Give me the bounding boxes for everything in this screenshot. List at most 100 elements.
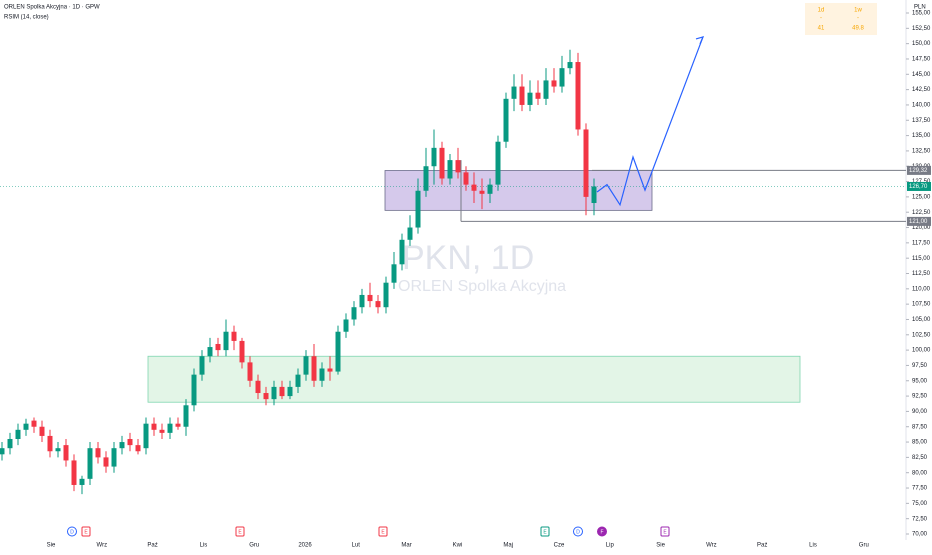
candle-body	[199, 356, 205, 375]
candle-body	[39, 426, 45, 436]
y-tick-label: 150,00	[912, 41, 931, 47]
candle-body	[0, 448, 5, 455]
price-label-bg	[907, 216, 931, 226]
last-price-label: 126,70	[909, 184, 928, 190]
y-tick-label: 145,00	[912, 72, 931, 78]
y-tick-label: 72,50	[912, 516, 928, 522]
candle-body	[399, 239, 405, 265]
candle-body	[559, 68, 565, 87]
y-tick-label: 122,50	[912, 210, 931, 216]
event-marker	[81, 526, 91, 537]
x-tick-label: Lis	[809, 543, 817, 549]
x-tick-label: Kwi	[453, 543, 463, 549]
event-label: D	[70, 529, 74, 535]
candle-body	[327, 368, 333, 372]
candle-body	[367, 294, 373, 302]
candle-body	[239, 340, 245, 363]
candle-body	[31, 420, 37, 427]
candle-body	[15, 429, 21, 439]
y-tick-label: 120,00	[912, 225, 931, 231]
candle-body	[551, 80, 557, 87]
candle-body	[343, 319, 349, 332]
y-tick-label: 125,00	[912, 194, 931, 200]
candle-body	[183, 405, 189, 427]
projection	[596, 36, 704, 207]
y-tick-label: 92,50	[912, 394, 928, 400]
zone	[147, 355, 801, 403]
candle-body	[575, 62, 581, 130]
y-tick-label: 147,50	[912, 57, 931, 63]
candle-body	[431, 147, 437, 167]
chart-title: ORLEN Spolka Akcyjna · 1D · GPW	[4, 5, 100, 11]
arrow-head	[695, 35, 705, 45]
x-tick-label: Wrz	[97, 543, 108, 549]
rating-mark: -	[857, 16, 859, 22]
candle-body	[191, 374, 197, 406]
candle-body	[71, 460, 77, 485]
event-label: E	[84, 529, 88, 535]
price-label: 121,00	[909, 219, 928, 225]
y-tick-label: 112,50	[912, 271, 931, 277]
candle-body	[247, 362, 253, 381]
candle-body	[407, 227, 413, 240]
watermark-sub: ORLEN Spolka Akcyjna	[398, 278, 566, 295]
candle-body	[383, 282, 389, 308]
x-tick-label: Paź	[147, 543, 157, 549]
candle-body	[215, 343, 221, 351]
y-tick-label: 115,00	[912, 256, 931, 262]
y-tick-label: 97,50	[912, 363, 928, 369]
currency: PLN	[914, 5, 926, 11]
x-tick-label: Sie	[47, 543, 56, 549]
candle-body	[103, 457, 109, 467]
y-tick-label: 95,00	[912, 378, 928, 384]
candle-body	[111, 448, 117, 467]
candle-body	[391, 264, 397, 283]
candle-body	[335, 331, 341, 372]
y-tick-label: 140,00	[912, 103, 931, 109]
candle-body	[255, 380, 261, 394]
candle-body	[567, 62, 573, 69]
x-tick-label: Lip	[606, 543, 615, 549]
y-tick-label: 82,50	[912, 455, 928, 461]
candle-body	[119, 442, 125, 449]
candle-body	[511, 86, 517, 99]
candle-body	[263, 393, 269, 400]
y-tick-label: 77,50	[912, 486, 928, 492]
y-tick-label: 135,00	[912, 133, 931, 139]
candle-body	[591, 186, 597, 204]
y-tick-label: 132,50	[912, 148, 931, 154]
candle-body	[63, 445, 69, 461]
y-tick-label: 107,50	[912, 302, 931, 308]
event-label: D	[576, 529, 580, 535]
candle-body	[207, 347, 213, 357]
candle-body	[535, 92, 541, 99]
candle-body	[487, 184, 493, 194]
event-marker	[540, 526, 550, 537]
y-tick-label: 152,50	[912, 26, 931, 32]
candle-body	[543, 80, 549, 99]
candle-body	[295, 374, 301, 387]
candle-body	[463, 172, 469, 185]
event-label: E	[238, 529, 242, 535]
candle-body	[95, 448, 101, 458]
event-marker	[378, 526, 388, 537]
y-tick-label: 142,50	[912, 87, 931, 93]
candle-body	[127, 438, 133, 446]
y-tick-label: 155,00	[912, 11, 931, 17]
candle-body	[503, 98, 509, 142]
event-label: F	[600, 529, 603, 535]
event-marker	[67, 526, 77, 537]
candle-body	[151, 423, 157, 430]
y-tick-label: 75,00	[912, 501, 928, 507]
candle-body	[527, 92, 533, 105]
y-tick-label: 137,50	[912, 118, 931, 124]
x-tick-label: Cze	[554, 543, 565, 549]
candle-body	[495, 141, 501, 185]
candle-body	[271, 386, 277, 400]
x-tick-label: Lis	[200, 543, 208, 549]
indicator: RSIM (14, close)	[4, 15, 49, 21]
candle-body	[455, 160, 461, 173]
rating-mark: -	[820, 16, 822, 22]
candle-body	[135, 445, 141, 452]
